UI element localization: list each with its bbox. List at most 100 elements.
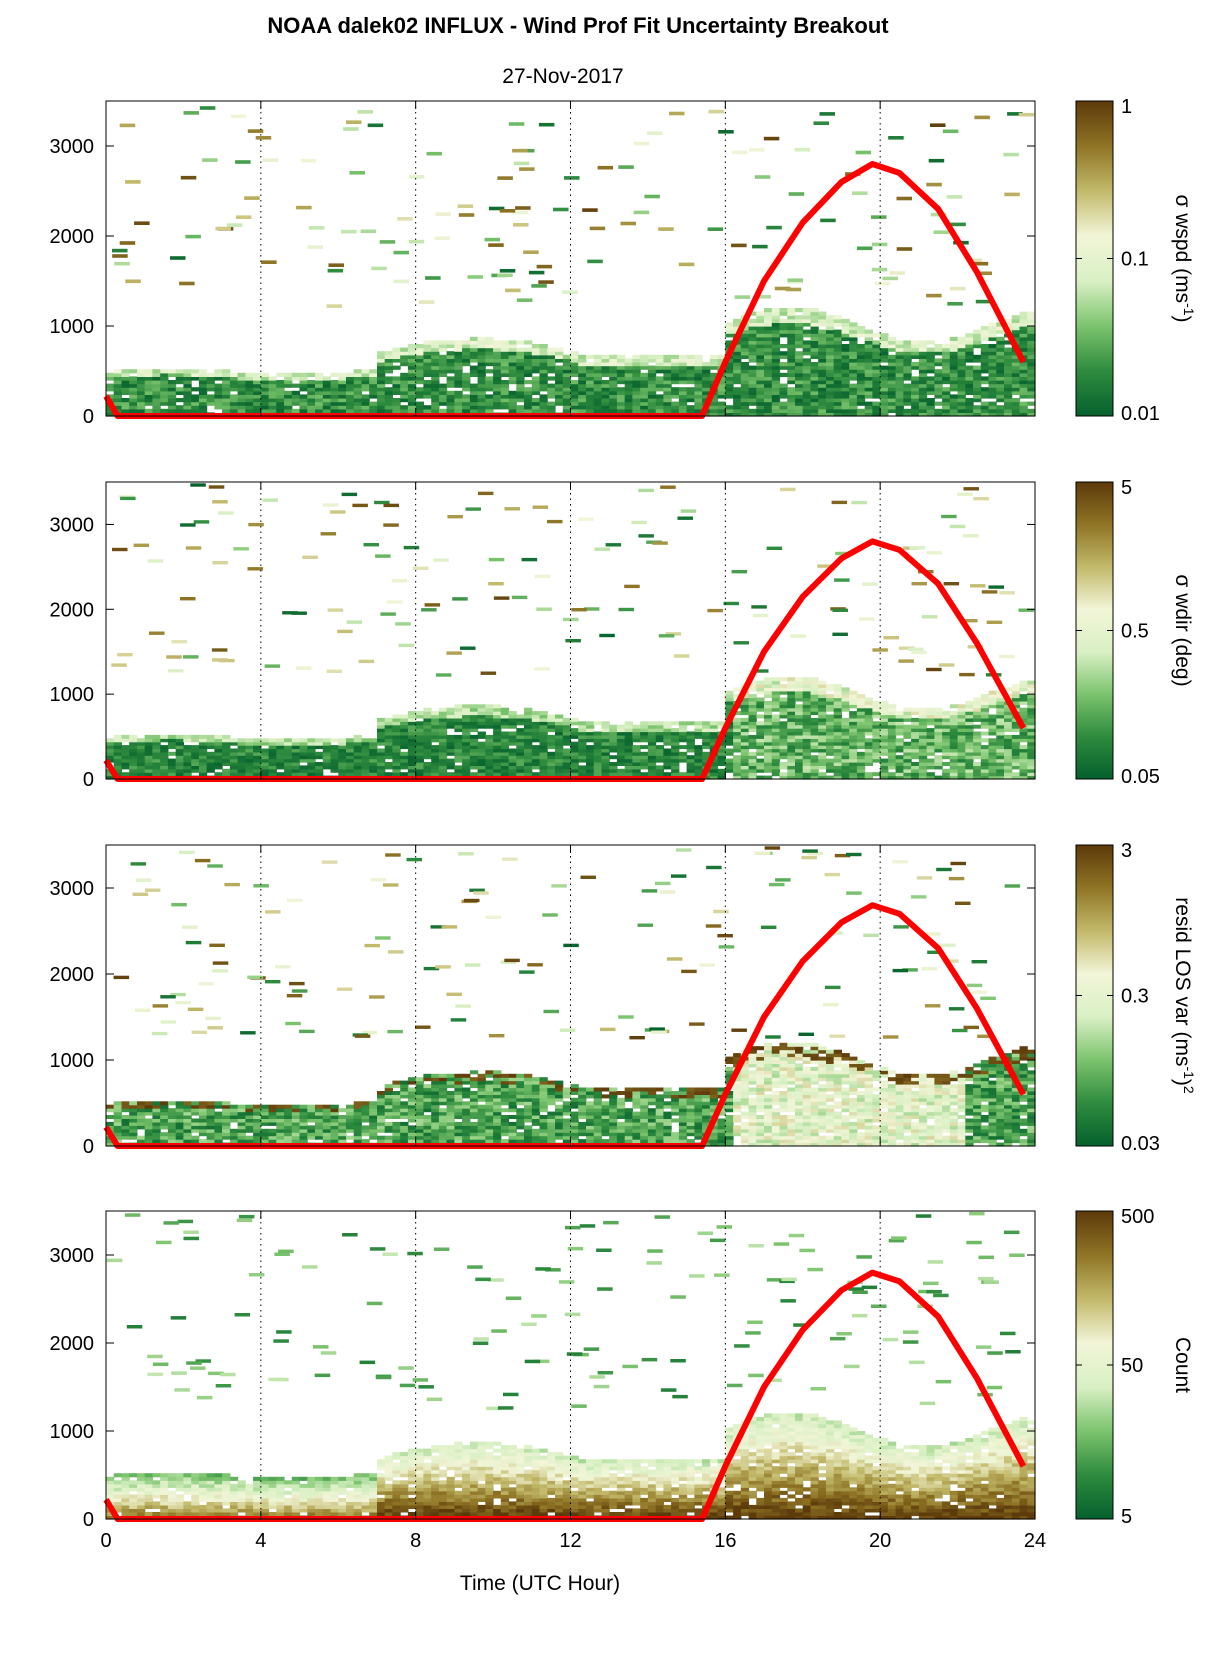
heatmap-cell xyxy=(229,738,239,743)
heatmap-cell xyxy=(771,714,781,719)
heatmap-cell xyxy=(500,731,510,736)
heatmap-cell xyxy=(377,351,386,356)
heatmap-cell xyxy=(593,772,602,777)
heatmap-cell xyxy=(647,387,657,392)
heatmap-cell xyxy=(462,354,471,359)
heatmap-cell xyxy=(555,376,564,381)
heatmap-cell xyxy=(113,394,122,399)
heatmap-cell xyxy=(129,1104,138,1109)
heatmap-cell xyxy=(206,372,215,377)
heatmap-cell xyxy=(508,369,517,374)
heatmap-cell xyxy=(733,351,742,356)
heatmap-cell xyxy=(787,340,796,345)
heatmap-cell xyxy=(702,372,711,377)
heatmap-cell xyxy=(787,728,796,733)
heatmap-cell xyxy=(152,765,161,770)
heatmap-cell xyxy=(810,362,819,367)
heatmap-cell xyxy=(895,765,904,770)
heatmap-cell xyxy=(477,383,486,388)
heatmap-cell xyxy=(369,394,378,399)
heatmap-cell xyxy=(980,738,990,743)
heatmap-cell xyxy=(160,387,169,392)
heatmap-cell xyxy=(384,394,393,399)
heatmap-cell xyxy=(493,768,502,773)
heatmap-cell xyxy=(1027,772,1036,777)
heatmap-cell xyxy=(764,694,773,699)
heatmap-cell xyxy=(113,398,122,403)
heatmap-cell xyxy=(578,748,587,753)
heatmap-cell xyxy=(438,724,448,729)
heatmap-cell xyxy=(1027,365,1036,370)
heatmap-cell xyxy=(191,405,200,410)
heatmap-cell xyxy=(1019,347,1028,352)
heatmap-cell xyxy=(253,758,262,763)
heatmap-cell xyxy=(508,398,517,403)
heatmap-cell xyxy=(880,734,889,739)
heatmap-cell xyxy=(655,394,664,399)
heatmap-cell xyxy=(733,387,742,392)
heatmap-cell xyxy=(214,751,223,756)
heatmap-cell xyxy=(740,376,750,381)
heatmap-cell xyxy=(1011,772,1021,777)
heatmap-cell xyxy=(369,772,378,777)
heatmap-cell xyxy=(802,687,811,692)
heatmap-cell xyxy=(887,704,897,709)
heatmap-cell xyxy=(748,358,757,363)
heatmap-cell xyxy=(934,380,943,385)
heatmap-cell xyxy=(934,394,943,399)
heatmap-cell xyxy=(779,390,788,395)
heatmap-cell xyxy=(516,405,525,410)
heatmap-cell xyxy=(841,707,850,712)
heatmap-cell xyxy=(764,376,773,381)
heatmap-cell xyxy=(512,148,528,153)
heatmap-cell xyxy=(748,398,757,403)
heatmap-cell xyxy=(214,398,223,403)
heatmap-cell xyxy=(183,762,192,766)
heatmap-cell xyxy=(160,1104,169,1109)
heatmap-cell xyxy=(733,772,742,777)
heatmap-cell xyxy=(1004,376,1013,381)
heatmap-cell xyxy=(346,372,355,377)
heatmap-cell xyxy=(748,354,757,359)
heatmap-cell xyxy=(369,762,378,766)
heatmap-cell xyxy=(663,751,672,756)
heatmap-cell xyxy=(694,405,703,410)
heatmap-cell xyxy=(795,372,804,377)
heatmap-cell xyxy=(237,390,246,395)
heatmap-cell xyxy=(1027,311,1036,316)
heatmap-cell xyxy=(1019,380,1028,385)
heatmap-cell xyxy=(849,351,858,356)
heatmap-cell xyxy=(934,711,943,716)
heatmap-cell xyxy=(253,376,262,381)
heatmap-cell xyxy=(748,768,757,773)
heatmap-cell xyxy=(911,734,920,739)
heatmap-cell xyxy=(949,336,959,341)
heatmap-cell xyxy=(206,762,215,766)
heatmap-cell xyxy=(926,182,942,187)
heatmap-cell xyxy=(678,721,688,726)
heatmap-cell xyxy=(315,741,324,746)
heatmap-cell xyxy=(237,738,246,743)
heatmap-cell xyxy=(191,734,200,739)
heatmap-cell xyxy=(709,405,719,410)
heatmap-cell xyxy=(640,755,649,760)
heatmap-cell xyxy=(111,663,127,667)
heatmap-cell xyxy=(826,734,835,739)
heatmap-cell xyxy=(949,351,959,356)
heatmap-cell xyxy=(400,358,409,363)
heatmap-cell xyxy=(810,758,819,763)
heatmap-cell xyxy=(795,714,804,719)
heatmap-cell xyxy=(516,728,525,733)
heatmap-cell xyxy=(942,748,951,753)
heatmap-cell xyxy=(601,758,610,763)
heatmap-cell xyxy=(508,340,517,345)
heatmap-cell xyxy=(407,721,417,726)
heatmap-cell xyxy=(276,390,285,395)
heatmap-cell xyxy=(678,405,688,410)
heatmap-cell xyxy=(911,755,920,760)
heatmap-cell xyxy=(113,748,122,753)
heatmap-cell xyxy=(407,751,417,756)
heatmap-cell xyxy=(524,390,533,395)
heatmap-cell xyxy=(658,634,675,638)
heatmap-cell xyxy=(531,401,541,406)
